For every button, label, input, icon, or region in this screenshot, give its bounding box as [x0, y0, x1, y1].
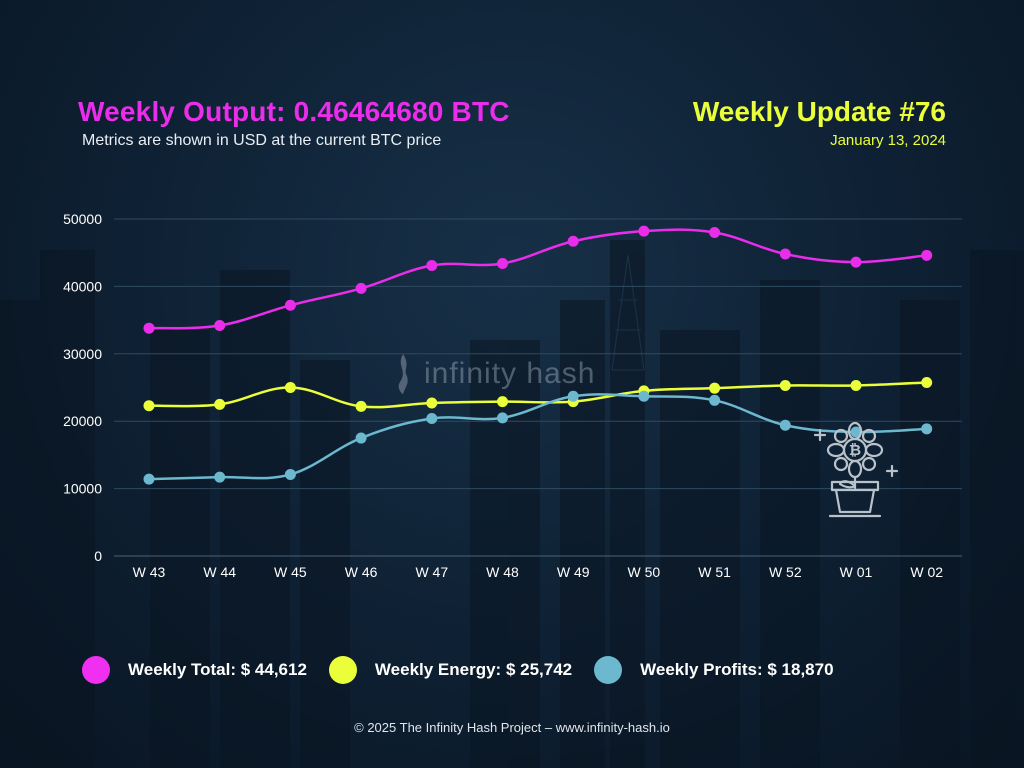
data-point-profits [709, 394, 721, 406]
data-point-total [143, 322, 155, 334]
data-point-total [497, 257, 508, 269]
x-tick-label: W 51 [698, 564, 731, 580]
y-tick-label: 50000 [63, 211, 102, 227]
update-date: January 13, 2024 [830, 132, 946, 149]
watermark-text: infinity hash [424, 357, 596, 390]
data-point-profits [426, 413, 438, 425]
flame-logo-icon [398, 354, 408, 394]
y-tick-label: 10000 [63, 481, 102, 497]
legend-label-total: Weekly Total: $ 44,612 [128, 660, 307, 679]
y-tick-label: 40000 [63, 278, 102, 294]
data-point-energy [709, 382, 721, 394]
metrics-subtitle: Metrics are shown in USD at the current … [82, 132, 442, 149]
data-point-profits [779, 419, 791, 431]
series-lines [143, 225, 933, 485]
data-point-energy [921, 376, 933, 388]
data-point-profits [497, 412, 508, 424]
data-point-total [921, 249, 933, 261]
data-point-energy [497, 396, 508, 408]
data-point-energy [214, 398, 226, 410]
data-point-total [850, 256, 862, 268]
data-point-energy [426, 397, 438, 409]
weekly-output-title: Weekly Output: 0.46464680 BTC [78, 96, 510, 127]
data-point-total [284, 299, 296, 311]
data-point-profits [850, 426, 862, 438]
legend: Weekly Total: $ 44,612 Weekly Energy: $ … [82, 652, 962, 688]
watermark: infinity hash [392, 352, 595, 396]
y-tick-label: 0 [94, 548, 102, 564]
x-tick-label: W 02 [910, 564, 943, 580]
legend-label-profits: Weekly Profits: $ 18,870 [640, 660, 834, 679]
x-axis-ticks: W 43 W 44 W 45 W 46 W 47 W 48 W 49 W 50 W 51 W 52… [133, 564, 944, 580]
y-axis-ticks: 0 10000 20000 30000 40000 50000 [63, 211, 102, 564]
data-point-total [426, 260, 438, 272]
series-line-profits [148, 393, 927, 481]
y-tick-label: 20000 [63, 413, 102, 429]
legend-item-total: Weekly Total: $ 44,612 [82, 656, 307, 684]
series-line-total [148, 228, 927, 330]
legend-item-energy: Weekly Energy: $ 25,742 [328, 656, 573, 684]
legend-label-energy: Weekly Energy: $ 25,742 [374, 660, 573, 679]
data-point-profits [143, 473, 155, 485]
x-tick-label: W 48 [486, 564, 519, 580]
x-tick-label: W 43 [133, 564, 166, 580]
y-tick-label: 30000 [63, 346, 102, 362]
data-point-total [214, 319, 226, 331]
header-left: Weekly Output: 0.46464680 BTC Metrics ar… [78, 96, 510, 150]
data-point-total [638, 225, 650, 237]
data-point-total [567, 235, 579, 247]
data-point-profits [921, 423, 933, 435]
svg-text:₿: ₿ [849, 441, 861, 459]
data-point-energy [284, 382, 296, 393]
weekly-update-title: Weekly Update #76 [692, 96, 946, 127]
data-point-profits [355, 432, 367, 444]
legend-item-profits: Weekly Profits: $ 18,870 [594, 656, 834, 684]
data-point-total [355, 282, 367, 294]
data-point-profits [638, 390, 650, 402]
gridlines [114, 218, 962, 557]
x-tick-label: W 45 [274, 564, 307, 580]
x-tick-label: W 44 [203, 564, 236, 580]
data-point-profits [567, 390, 579, 402]
x-tick-label: W 46 [345, 564, 378, 580]
legend-swatch-total [82, 656, 110, 684]
data-point-total [779, 248, 791, 260]
x-tick-label: W 52 [769, 564, 802, 580]
footer-copyright: © 2025 The Infinity Hash Project – www.i… [354, 720, 670, 735]
data-point-energy [779, 379, 791, 391]
legend-swatch-profits [594, 656, 623, 684]
legend-swatch-energy [328, 656, 357, 684]
x-tick-label: W 49 [557, 564, 590, 580]
x-tick-label: W 47 [415, 564, 448, 580]
data-point-energy [143, 400, 155, 412]
data-point-energy [355, 400, 367, 412]
x-tick-label: W 50 [628, 564, 661, 580]
x-tick-label: W 01 [840, 564, 873, 580]
data-point-total [709, 226, 721, 238]
bitcoin-plant-icon: ₿ [813, 421, 899, 518]
data-point-profits [284, 468, 296, 480]
data-point-energy [850, 379, 862, 391]
data-point-profits [214, 471, 226, 483]
header-right: Weekly Update #76 January 13, 2024 [693, 96, 946, 149]
series-line-energy [148, 381, 927, 409]
